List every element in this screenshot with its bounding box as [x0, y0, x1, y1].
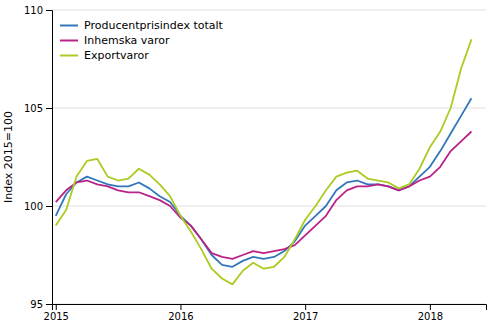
axis-line: [53, 305, 487, 311]
legend-label: Inhemska varor: [84, 34, 170, 47]
lines: [56, 39, 472, 284]
tick-label: 2018: [418, 311, 443, 322]
legend-label: Exportvaror: [84, 49, 149, 62]
legend-item: Inhemska varor: [60, 34, 170, 47]
x-axis: 2015 2016 2017 2018: [44, 304, 487, 322]
tick: 2017: [293, 304, 318, 322]
tick: 105: [24, 103, 52, 114]
plot-area: 2015 2016 2017 2018 95 100 105 110 Index 2015=10…: [2, 5, 487, 322]
tick-mark: [46, 108, 52, 109]
tick: 100: [24, 201, 52, 212]
tick-label: 110: [24, 5, 43, 16]
legend-item: Producentprisindex totalt: [60, 19, 224, 32]
tick-mark: [56, 304, 57, 310]
grid-line: [52, 206, 486, 207]
tick-label: 105: [24, 103, 43, 114]
tick-mark: [430, 304, 431, 310]
legend-swatch: [60, 25, 78, 27]
tick-label: 2015: [44, 311, 69, 322]
tick-label: 95: [30, 299, 43, 310]
legend-item: Exportvaror: [60, 49, 149, 62]
tick: 95: [30, 299, 52, 310]
y-axis-title: Index 2015=100: [2, 111, 15, 203]
tick-mark: [46, 10, 52, 11]
legend-swatch: [60, 40, 78, 42]
legend-swatch: [60, 55, 78, 57]
series-line: [56, 39, 472, 284]
grid-line: [52, 10, 486, 11]
tick-mark: [46, 206, 52, 207]
series-line: [56, 132, 472, 259]
tick-label: 2017: [293, 311, 318, 322]
grid-line: [52, 108, 486, 109]
tick-label: 2016: [168, 311, 193, 322]
legend-label: Producentprisindex totalt: [84, 19, 224, 32]
tick: 2018: [418, 304, 443, 322]
tick-label: 100: [24, 201, 43, 212]
tick-mark: [46, 304, 52, 305]
y-axis: 95 100 105 110: [24, 5, 53, 310]
grid: [52, 10, 486, 304]
legend: Producentprisindex totalt Inhemska varor E…: [60, 19, 224, 62]
axis-line: [46, 11, 53, 305]
tick: 2016: [168, 304, 193, 322]
tick-mark: [305, 304, 306, 310]
tick-mark: [180, 304, 181, 310]
tick: 110: [24, 5, 52, 16]
chart: 2015 2016 2017 2018 95 100 105 110 Index 2015=10…: [0, 0, 500, 330]
series-line: [56, 98, 472, 267]
tick: 2015: [44, 304, 69, 322]
